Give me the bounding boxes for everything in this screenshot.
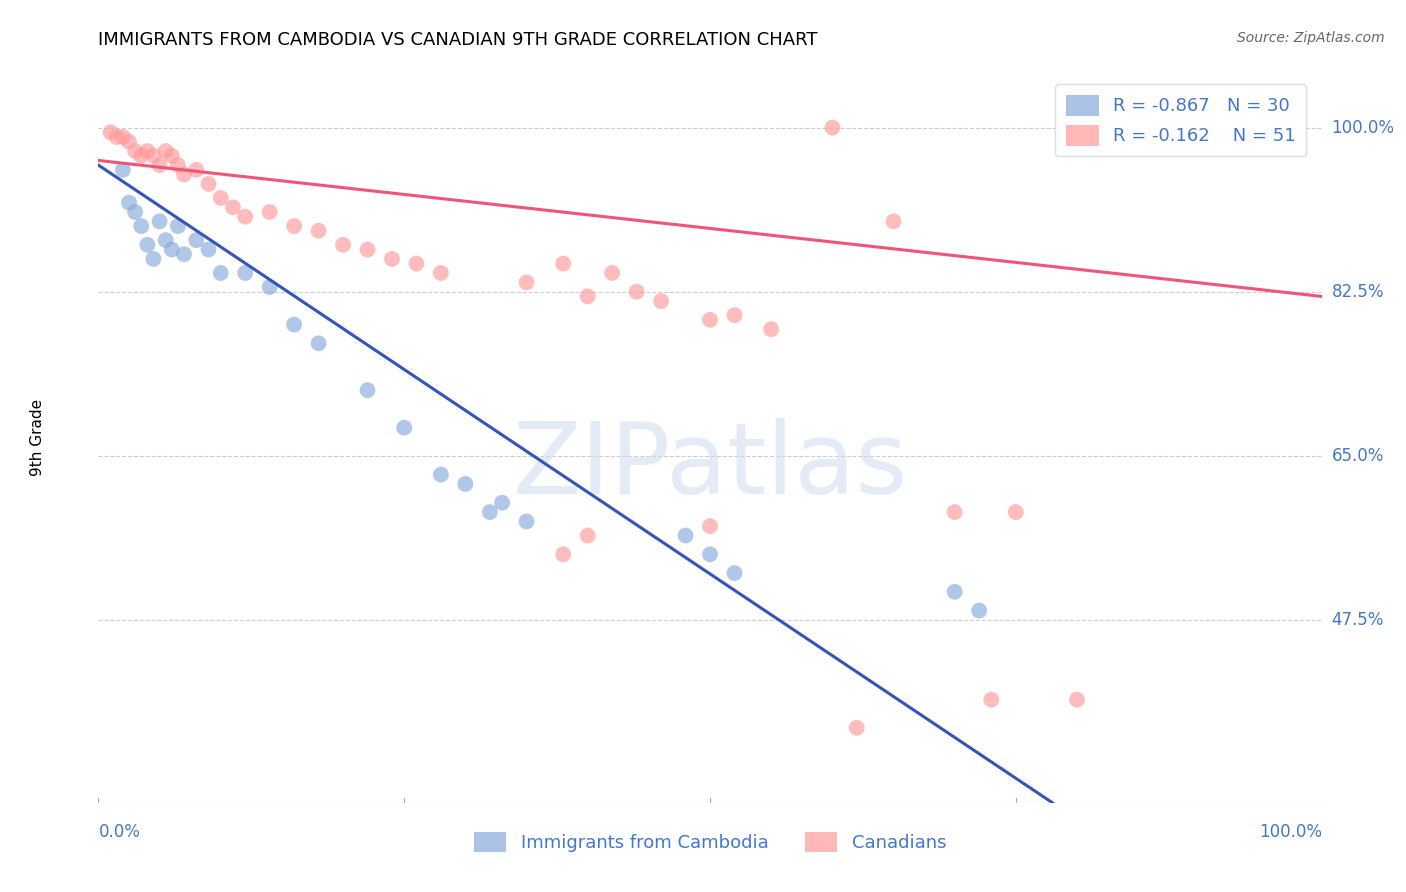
Point bbox=[675, 528, 697, 542]
Point bbox=[173, 168, 195, 182]
Point bbox=[699, 547, 721, 561]
Point bbox=[186, 162, 208, 177]
Point bbox=[283, 318, 305, 332]
Point bbox=[332, 237, 354, 252]
Point bbox=[283, 219, 305, 233]
Point bbox=[155, 144, 177, 158]
Point bbox=[308, 336, 330, 351]
Point bbox=[222, 200, 245, 214]
Point bbox=[233, 266, 256, 280]
Text: 100.0%: 100.0% bbox=[1331, 119, 1395, 136]
Point bbox=[392, 420, 416, 434]
Point bbox=[259, 280, 281, 294]
Point bbox=[356, 383, 378, 397]
Point bbox=[405, 257, 427, 271]
Point bbox=[167, 219, 190, 233]
Point bbox=[723, 308, 745, 322]
Point bbox=[160, 243, 183, 257]
Point bbox=[943, 584, 966, 599]
Point bbox=[600, 266, 623, 280]
Point bbox=[129, 149, 152, 163]
Point bbox=[430, 467, 453, 482]
Point bbox=[111, 162, 134, 177]
Point bbox=[1212, 120, 1234, 135]
Point bbox=[478, 505, 501, 519]
Point bbox=[118, 135, 141, 149]
Point bbox=[356, 243, 378, 257]
Point bbox=[845, 721, 868, 735]
Point bbox=[553, 257, 575, 271]
Point bbox=[553, 547, 575, 561]
Point bbox=[1249, 120, 1271, 135]
Point bbox=[1274, 120, 1296, 135]
Text: ZIPatlas: ZIPatlas bbox=[512, 417, 908, 515]
Point bbox=[197, 243, 219, 257]
Point bbox=[723, 566, 745, 580]
Point bbox=[515, 515, 537, 529]
Point bbox=[883, 214, 905, 228]
Point bbox=[136, 144, 159, 158]
Point bbox=[626, 285, 648, 299]
Point bbox=[821, 120, 844, 135]
Point bbox=[160, 149, 183, 163]
Point bbox=[100, 125, 122, 139]
Point bbox=[650, 294, 672, 309]
Point bbox=[454, 477, 477, 491]
Point bbox=[149, 214, 172, 228]
Point bbox=[1066, 692, 1088, 706]
Point bbox=[149, 158, 172, 172]
Point bbox=[980, 692, 1002, 706]
Point bbox=[124, 205, 146, 219]
Point bbox=[259, 205, 281, 219]
Point bbox=[761, 322, 783, 336]
Point bbox=[430, 266, 453, 280]
Point bbox=[233, 210, 256, 224]
Point bbox=[381, 252, 404, 266]
Point bbox=[491, 496, 513, 510]
Point bbox=[1128, 120, 1150, 135]
Point bbox=[105, 130, 128, 145]
Point bbox=[515, 276, 537, 290]
Point bbox=[124, 144, 146, 158]
Point bbox=[576, 528, 599, 542]
Text: IMMIGRANTS FROM CAMBODIA VS CANADIAN 9TH GRADE CORRELATION CHART: IMMIGRANTS FROM CAMBODIA VS CANADIAN 9TH… bbox=[98, 31, 818, 49]
Point bbox=[167, 158, 190, 172]
Point bbox=[136, 237, 159, 252]
Point bbox=[308, 224, 330, 238]
Point bbox=[943, 505, 966, 519]
Point bbox=[186, 233, 208, 247]
Point bbox=[699, 519, 721, 533]
Point bbox=[142, 252, 165, 266]
Text: 9th Grade: 9th Grade bbox=[30, 399, 45, 475]
Point bbox=[155, 233, 177, 247]
Legend: Immigrants from Cambodia, Canadians: Immigrants from Cambodia, Canadians bbox=[467, 824, 953, 860]
Point bbox=[967, 603, 990, 617]
Text: 65.0%: 65.0% bbox=[1331, 447, 1384, 465]
Point bbox=[118, 195, 141, 210]
Point bbox=[699, 313, 721, 327]
Point bbox=[142, 149, 165, 163]
Point bbox=[209, 191, 232, 205]
Point bbox=[1188, 120, 1211, 135]
Text: Source: ZipAtlas.com: Source: ZipAtlas.com bbox=[1237, 31, 1385, 45]
Point bbox=[1004, 505, 1026, 519]
Point bbox=[197, 177, 219, 191]
Text: 47.5%: 47.5% bbox=[1331, 611, 1384, 629]
Point bbox=[111, 130, 134, 145]
Text: 100.0%: 100.0% bbox=[1258, 823, 1322, 841]
Point bbox=[129, 219, 152, 233]
Text: 82.5%: 82.5% bbox=[1331, 283, 1384, 301]
Point bbox=[1164, 120, 1187, 135]
Point bbox=[209, 266, 232, 280]
Text: 0.0%: 0.0% bbox=[98, 823, 141, 841]
Point bbox=[173, 247, 195, 261]
Point bbox=[576, 289, 599, 303]
